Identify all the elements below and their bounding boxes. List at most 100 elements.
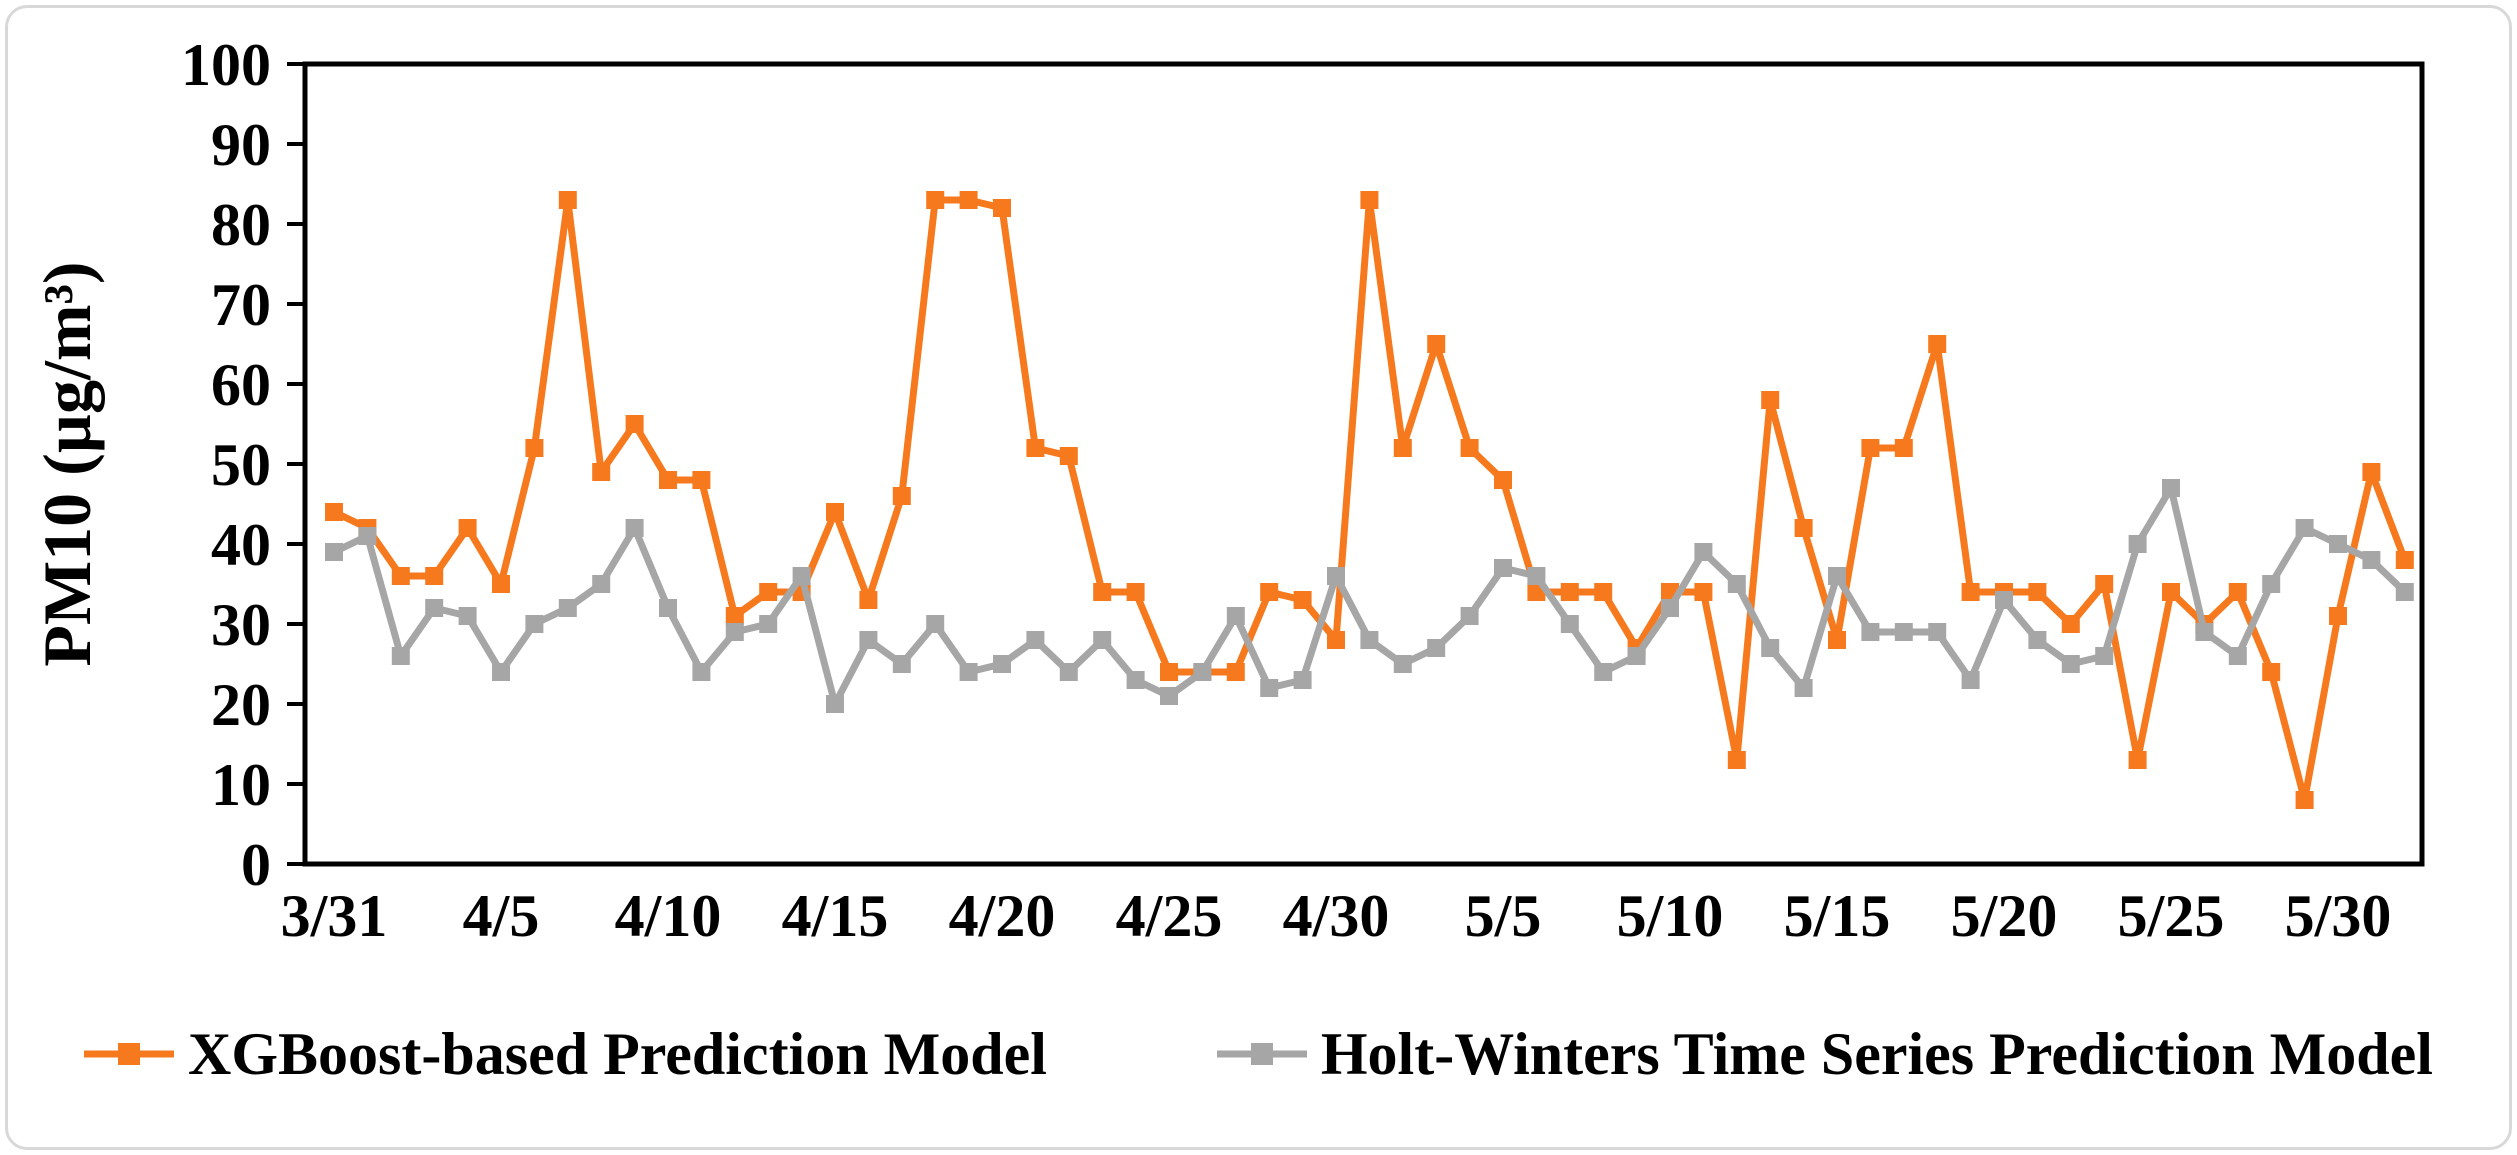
data-point-marker: [625, 415, 644, 433]
data-point-marker: [759, 615, 778, 633]
data-point-marker: [1928, 335, 1947, 353]
data-point-marker: [2095, 647, 2114, 665]
data-point-marker: [492, 575, 510, 593]
y-axis-tick-labels: 0 10 20 30 40 50 60 70 80 90 100: [181, 32, 271, 898]
data-point-marker: [1460, 607, 1479, 625]
x-axis-tick-label: 4/30: [1283, 883, 1390, 949]
x-axis-tick-label: 5/15: [1784, 883, 1891, 949]
y-axis-tick-label: 40: [211, 512, 271, 578]
data-point-marker: [425, 599, 444, 617]
y-axis-tick-label: 70: [211, 272, 271, 338]
data-point-marker: [692, 663, 711, 681]
y-axis-tick-label: 20: [211, 672, 271, 738]
legend: XGBoost-based Prediction Model Holt-Wint…: [0, 1024, 2517, 1084]
data-point-marker: [1794, 679, 1813, 697]
data-point-marker: [1861, 623, 1880, 641]
x-axis-tick-labels: 3/31 4/5 4/10 4/15 4/20 4/25 4/30 5/5 5/10 5/15 5/…: [281, 883, 2392, 949]
data-point-marker: [325, 503, 343, 521]
data-point-marker: [2395, 551, 2414, 569]
data-point-marker: [759, 583, 778, 601]
data-point-marker: [1694, 583, 1713, 601]
data-point-marker: [558, 191, 577, 209]
data-point-marker: [725, 623, 744, 641]
y-axis-tick-label: 60: [211, 352, 271, 418]
data-point-marker: [558, 599, 577, 617]
x-axis-tick-label: 4/10: [615, 883, 722, 949]
data-point-marker: [1894, 439, 1913, 457]
data-point-marker: [2095, 575, 2114, 593]
data-point-marker: [1126, 671, 1145, 689]
data-point-marker: [2061, 615, 2080, 633]
x-axis-tick-label: 5/25: [2118, 883, 2225, 949]
data-point-marker: [2128, 751, 2147, 769]
y-axis-tick-label: 30: [211, 592, 271, 658]
data-point-marker: [425, 567, 444, 585]
data-point-marker: [2028, 583, 2047, 601]
data-point-marker: [1026, 439, 1045, 457]
data-point-marker: [2028, 631, 2047, 649]
data-point-marker: [1427, 335, 1446, 353]
data-point-marker: [1894, 623, 1913, 641]
y-axis-tick-label: 80: [211, 192, 271, 258]
x-axis-tick-label: 5/10: [1617, 883, 1724, 949]
data-point-marker: [1260, 679, 1279, 697]
data-point-marker: [1293, 671, 1312, 689]
data-point-marker: [1861, 439, 1880, 457]
data-point-marker: [2295, 519, 2314, 537]
data-point-marker: [1427, 639, 1446, 657]
data-point-marker: [2262, 575, 2281, 593]
data-point-marker: [2362, 551, 2381, 569]
data-point-marker: [959, 191, 978, 209]
data-point-marker: [792, 567, 811, 585]
data-point-marker: [1360, 631, 1379, 649]
legend-item-xgboost: XGBoost-based Prediction Model: [84, 1024, 1047, 1084]
data-point-marker: [1560, 615, 1579, 633]
legend-label-xgboost: XGBoost-based Prediction Model: [188, 1021, 1047, 1087]
y-axis-tick-label: 100: [181, 32, 271, 98]
plot-area-border: [302, 61, 2425, 867]
data-point-marker: [659, 471, 677, 489]
data-point-marker: [1627, 647, 1646, 665]
data-point-marker: [1794, 519, 1813, 537]
x-axis-tick-label: 4/20: [949, 883, 1056, 949]
data-point-marker: [2228, 647, 2247, 665]
data-point-marker: [926, 615, 945, 633]
data-point-marker: [2195, 623, 2214, 641]
data-point-marker: [1093, 583, 1112, 601]
data-point-marker: [892, 487, 911, 505]
data-point-marker: [859, 591, 878, 609]
data-point-marker: [993, 199, 1011, 217]
data-point-marker: [1995, 591, 2013, 609]
y-axis-ticks: [287, 62, 305, 866]
holt-winters-legend-marker-icon: [1216, 1043, 1307, 1065]
data-point-marker: [993, 655, 1011, 673]
data-point-marker: [725, 607, 744, 625]
data-point-marker: [1293, 591, 1312, 609]
y-axis-title: PM10 (µg/m³): [29, 261, 105, 666]
data-point-marker: [1961, 583, 1980, 601]
data-point-marker: [1327, 567, 1345, 585]
data-point-marker: [1193, 663, 1212, 681]
data-point-marker: [1160, 687, 1178, 705]
data-point-marker: [592, 575, 611, 593]
data-point-marker: [1327, 631, 1345, 649]
data-point-marker: [1727, 751, 1746, 769]
data-point-marker: [2061, 655, 2080, 673]
data-point-marker: [1026, 631, 1045, 649]
data-point-marker: [458, 607, 477, 625]
data-point-marker: [1761, 391, 1780, 409]
data-point-marker: [826, 503, 844, 521]
y-axis-tick-label: 90: [211, 112, 271, 178]
data-point-marker: [458, 519, 477, 537]
data-point-marker: [1226, 607, 1245, 625]
data-point-marker: [2162, 583, 2180, 601]
y-axis-tick-label: 50: [211, 432, 271, 498]
data-point-marker: [1494, 471, 1512, 489]
data-point-marker: [1828, 631, 1846, 649]
data-point-marker: [1059, 663, 1078, 681]
data-point-marker: [1260, 583, 1279, 601]
legend-label-holt-winters: Holt-Winters Time Series Prediction Mode…: [1320, 1021, 2433, 1087]
data-point-marker: [492, 663, 510, 681]
